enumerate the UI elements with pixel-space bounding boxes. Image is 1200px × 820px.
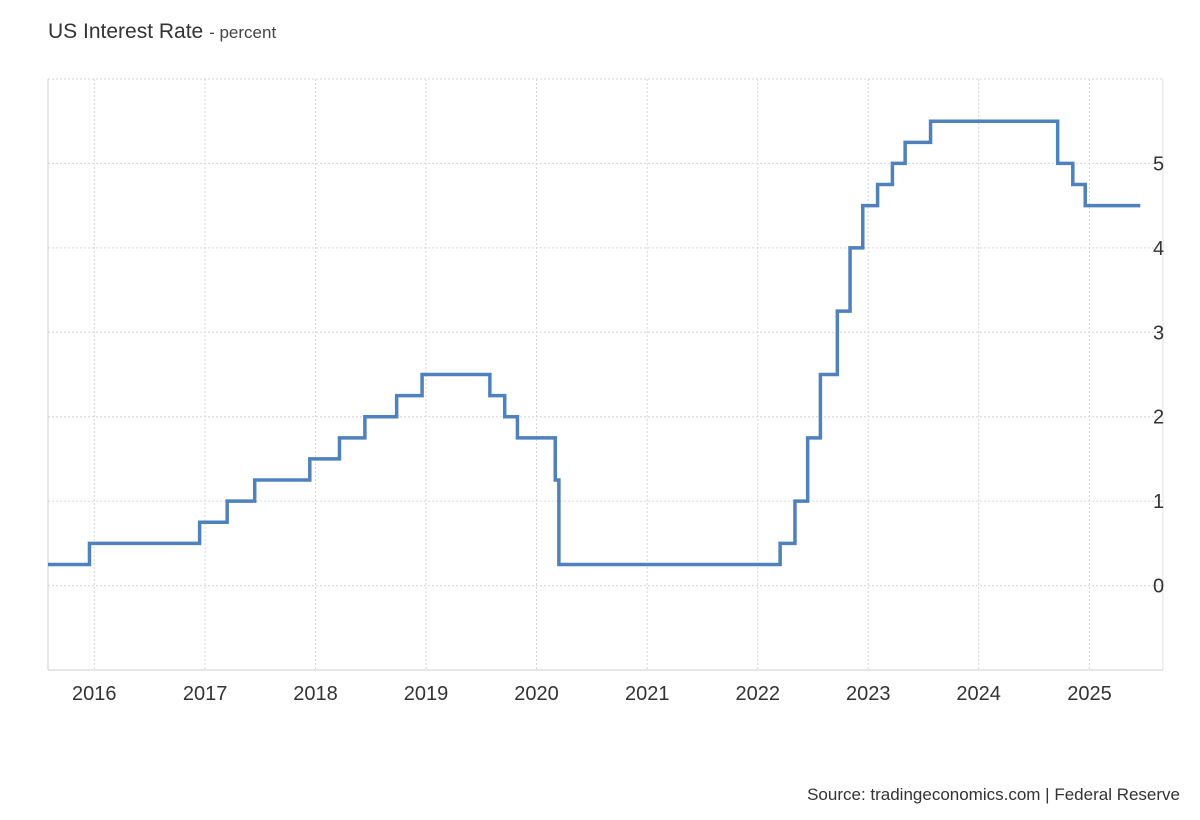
x-tick-label: 2016: [72, 683, 117, 705]
chart-title: US Interest Rate: [48, 20, 204, 43]
chart-title-block: US Interest Rate - percent: [48, 20, 276, 44]
source-credit: Source: tradingeconomics.com | Federal R…: [807, 785, 1180, 804]
x-tick-label: 2019: [404, 683, 449, 705]
x-tick-label: 2022: [735, 683, 780, 705]
series-line: [48, 119, 1141, 567]
chart-subtitle-separator: -: [209, 23, 220, 42]
x-tick-label: 2018: [293, 683, 338, 705]
series-group: [48, 119, 1141, 567]
x-tick-label: 2023: [846, 683, 891, 705]
y-tick-label: 1: [1153, 491, 1164, 513]
x-axis-ticks: 2016 2017 2018 2019 2020 2021 2022 2023 2024 2025: [72, 683, 1112, 705]
y-tick-label: 2: [1153, 407, 1164, 429]
x-tick-label: 2024: [956, 683, 1001, 705]
x-tick-label: 2017: [183, 683, 228, 705]
x-tick-label: 2025: [1067, 683, 1112, 705]
y-axis-ticks: 0 1 2 3 4 5: [1153, 153, 1164, 597]
x-tick-label: 2021: [625, 683, 670, 705]
grid-lines: [48, 78, 1163, 671]
y-tick-label: 4: [1153, 238, 1164, 260]
y-tick-label: 0: [1153, 576, 1164, 598]
y-tick-label: 3: [1153, 322, 1164, 344]
chart-subtitle: percent: [219, 23, 277, 42]
x-tick-label: 2020: [514, 683, 559, 705]
axes: [47, 79, 1164, 671]
y-tick-label: 5: [1153, 153, 1164, 175]
